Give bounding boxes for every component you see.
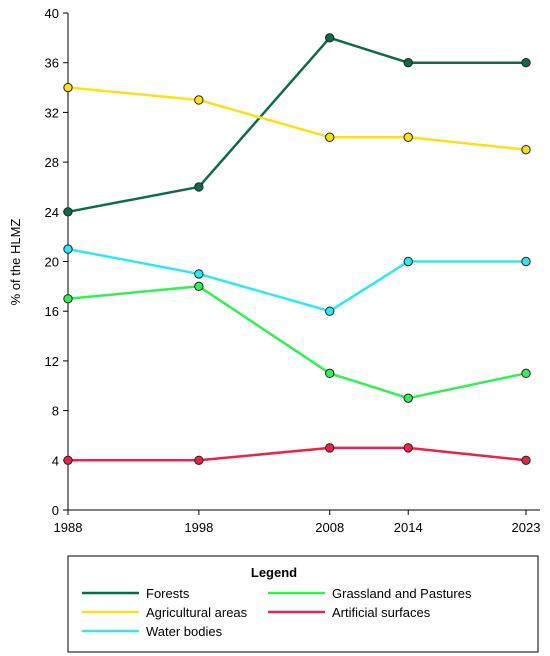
- data-point: [194, 269, 204, 279]
- data-point: [63, 294, 73, 304]
- legend-item-label: Grassland and Pastures: [332, 586, 472, 601]
- series-line-2: [67, 247, 526, 313]
- data-point: [194, 95, 204, 105]
- y-tick-label: 32: [45, 105, 59, 120]
- x-tick-label: 2014: [394, 520, 423, 535]
- legend-item-label: Forests: [146, 586, 190, 601]
- data-point: [403, 58, 413, 68]
- y-tick-label: 16: [45, 304, 59, 319]
- y-tick-label: 28: [45, 155, 59, 170]
- y-axis-title: % of the HLMZ: [8, 219, 23, 306]
- data-point: [521, 256, 531, 267]
- data-point: [63, 82, 73, 93]
- chart-axes: 0 4 8 12 16 20 24 28 32 36 40 1988 1998 2008 2014 2023: [45, 6, 541, 535]
- data-point: [325, 306, 335, 316]
- data-point: [521, 58, 531, 68]
- data-point: [325, 132, 335, 142]
- y-tick-label: 40: [45, 6, 59, 21]
- data-point: [63, 207, 73, 217]
- y-tick-label: 0: [52, 503, 59, 518]
- data-point: [194, 455, 204, 465]
- legend-box: [67, 555, 539, 653]
- data-point: [63, 455, 73, 465]
- data-point: [403, 256, 413, 267]
- y-tick-label: 8: [52, 404, 59, 419]
- legend: Legend Forests Agricultural areas Water bo…: [67, 555, 539, 653]
- y-tick-label: 24: [45, 205, 59, 220]
- series-lines: [67, 36, 527, 462]
- legend-item-label: Artificial surfaces: [332, 605, 431, 620]
- x-tick-label: 2023: [512, 520, 541, 535]
- y-tick-label: 20: [45, 255, 59, 270]
- data-point: [521, 368, 531, 379]
- series-line-4: [68, 446, 527, 462]
- legend-title: Legend: [251, 565, 297, 580]
- series-points: [63, 33, 531, 465]
- data-point: [325, 443, 335, 453]
- data-point: [403, 393, 413, 403]
- legend-item-label: Water bodies: [146, 624, 223, 639]
- data-point: [194, 182, 204, 192]
- series-line-1: [67, 86, 527, 151]
- y-tick-label: 4: [52, 453, 59, 468]
- y-tick-label: 36: [45, 56, 59, 71]
- legend-item-label: Agricultural areas: [146, 605, 248, 620]
- series-line-0: [67, 36, 526, 214]
- x-tick-label: 1998: [184, 520, 213, 535]
- x-tick-label: 2008: [315, 520, 344, 535]
- data-point: [325, 368, 335, 379]
- data-point: [521, 455, 531, 465]
- data-point: [63, 244, 73, 254]
- data-point: [521, 144, 531, 155]
- data-point: [403, 443, 413, 453]
- data-point: [325, 33, 335, 43]
- data-point: [194, 281, 204, 292]
- data-point: [403, 132, 413, 142]
- y-tick-label: 12: [45, 354, 59, 369]
- x-tick-label: 1988: [54, 520, 83, 535]
